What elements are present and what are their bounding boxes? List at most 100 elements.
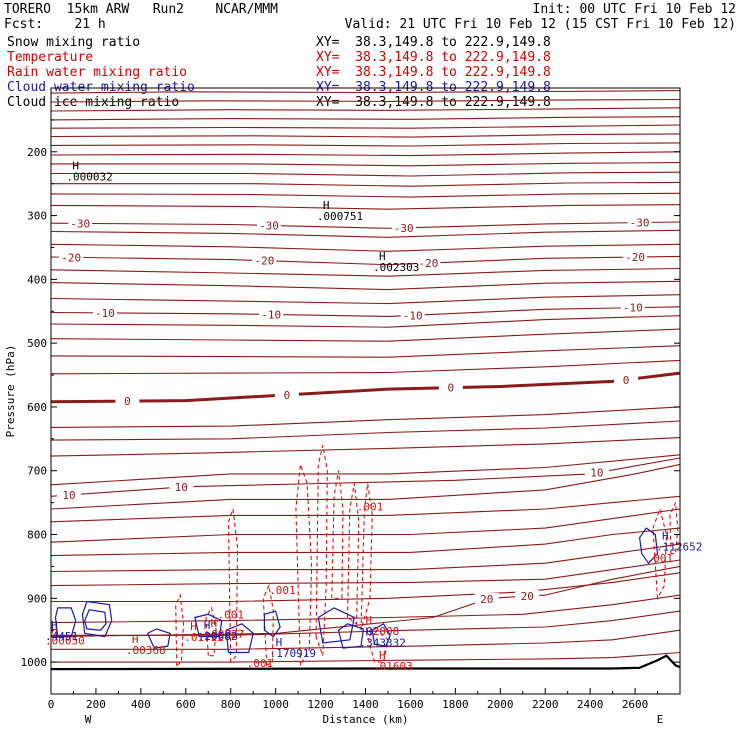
extremum-marker: H [323,199,330,212]
rain-contour-11 [669,502,679,555]
isotherm-23 [50,420,681,441]
x-tick-label: 2000 [487,698,514,711]
x-tick-label: 1200 [307,698,334,711]
terrain-surface [50,654,681,671]
x-tick-label: 0 [48,698,55,711]
west-label: W [85,713,92,726]
isotherm-33 [50,594,681,624]
xy-cloud-ice: XY= 38.3,149.8 to 222.9,149.8 [316,95,551,110]
east-label: E [657,713,664,726]
contour-label: .001 [647,552,674,565]
field-label-snow: Snow mixing ratio [7,35,141,50]
extremum-marker: H [210,617,217,630]
isotherm-18 [50,315,681,328]
isotherm-27 [50,495,681,523]
extremum-marker: H [366,625,373,638]
y-tick-label: 400 [27,273,47,286]
extremum-marker: H [51,619,58,632]
isotherm-label-bg [115,395,140,407]
isotherm-11 [50,192,681,198]
isotherm-label: 10 [590,467,603,480]
isotherm-label-bg [391,221,416,233]
extremum-value: .00368 [126,644,166,657]
isotherm-9 [51,171,681,177]
isotherm-24 [50,437,681,457]
isotherm-17 [50,294,681,305]
rain-contour-0 [295,464,313,668]
isotherm-label: -20 [254,255,274,268]
terrain-line [50,654,681,671]
x-tick-label: 1800 [442,698,469,711]
isotherm-label-bg [584,466,609,478]
isotherm-label: -20 [625,251,645,264]
isotherm-label-bg [59,251,84,263]
isotherm-label-bg [627,216,652,228]
isotherm-label: -10 [623,302,643,315]
isotherm--30 [50,221,681,229]
isotherm-label-bg [623,251,648,263]
isotherm-31 [50,559,681,587]
isotherm-label: 0 [284,389,291,402]
isotherm-label-bg [620,301,645,313]
rain-contour-1 [315,445,328,656]
isotherm-22 [50,406,681,428]
isotherm-15 [50,267,681,277]
isotherm-3 [50,116,681,121]
extremum-value: .00827 [204,628,244,641]
isotherm-label: 0 [124,395,131,408]
isotherm-29 [50,527,681,557]
isotherm-label-bg [515,590,540,602]
y-tick-label: 500 [27,337,47,350]
extremum-value: .170919 [270,647,316,660]
isotherm-4 [50,124,681,129]
valid-time: Valid: 21 UTC Fri 10 Feb 12 (15 CST Fri … [344,17,736,32]
x-tick-label: 800 [221,698,241,711]
y-tick-label: 800 [27,529,47,542]
extremum-marker: H [662,530,669,543]
isotherm-10 [51,181,681,187]
xy-temperature: XY= 38.3,149.8 to 222.9,149.8 [316,50,551,65]
rain-contour-5 [227,508,239,664]
model-title: TORERO 15km ARW Run2 NCAR/MMM [4,2,278,17]
isotherm-0 [50,90,681,94]
isotherm-20 [50,345,681,358]
isotherm-label-bg [169,481,194,493]
isotherm-label: 10 [175,481,188,494]
y-tick-label: 600 [27,401,47,414]
extremum-value: .002303 [373,261,419,274]
x-axis-label: Distance (km) [322,713,408,726]
isotherm-21 [50,359,681,375]
field-label-cloud-ice: Cloud ice mixing ratio [7,95,180,110]
cloud-contour-4 [194,613,223,638]
extremum-marker: H [204,619,211,632]
cloud-contour-10 [638,527,659,565]
cloud-contour-5 [225,623,254,654]
isotherm-label-bg [400,309,425,321]
extremum-value: .000751 [317,210,363,223]
init-time: Init: 00 UTC Fri 10 Feb 12 [532,2,737,17]
isotherm-label: -30 [630,217,650,230]
isotherm-label-bg [438,381,463,393]
isotherm-label: -30 [259,219,279,232]
contour-label: .001 [357,500,384,513]
isotherm-label-bg [256,219,281,231]
extremum-value: .02008 [360,625,400,638]
rain-contour-9 [367,629,389,663]
x-tick-label: 1600 [397,698,424,711]
rain-contour-4 [360,483,373,631]
field-label-rain: Rain water mixing ratio [7,65,188,80]
temperature-isotherms: -30 -30 -30 -30 -20 -20 -20 -20 -10 -10 -10 -10 0 0 0 0… [50,90,681,663]
isotherm-1 [50,98,681,103]
x-tick-label: 400 [131,698,151,711]
extremum-value: .01603 [373,660,413,673]
isotherm-label-bg [274,388,299,400]
rain-contours [175,445,679,668]
extremum-value: .343332 [360,636,406,649]
isotherm-0 [50,371,681,404]
x-tick-label: 600 [176,698,196,711]
x-tick-label: 200 [86,698,106,711]
extremum-marker: H [51,623,58,636]
contour-label: .001 [217,609,244,622]
isotherm-12 [50,204,681,210]
